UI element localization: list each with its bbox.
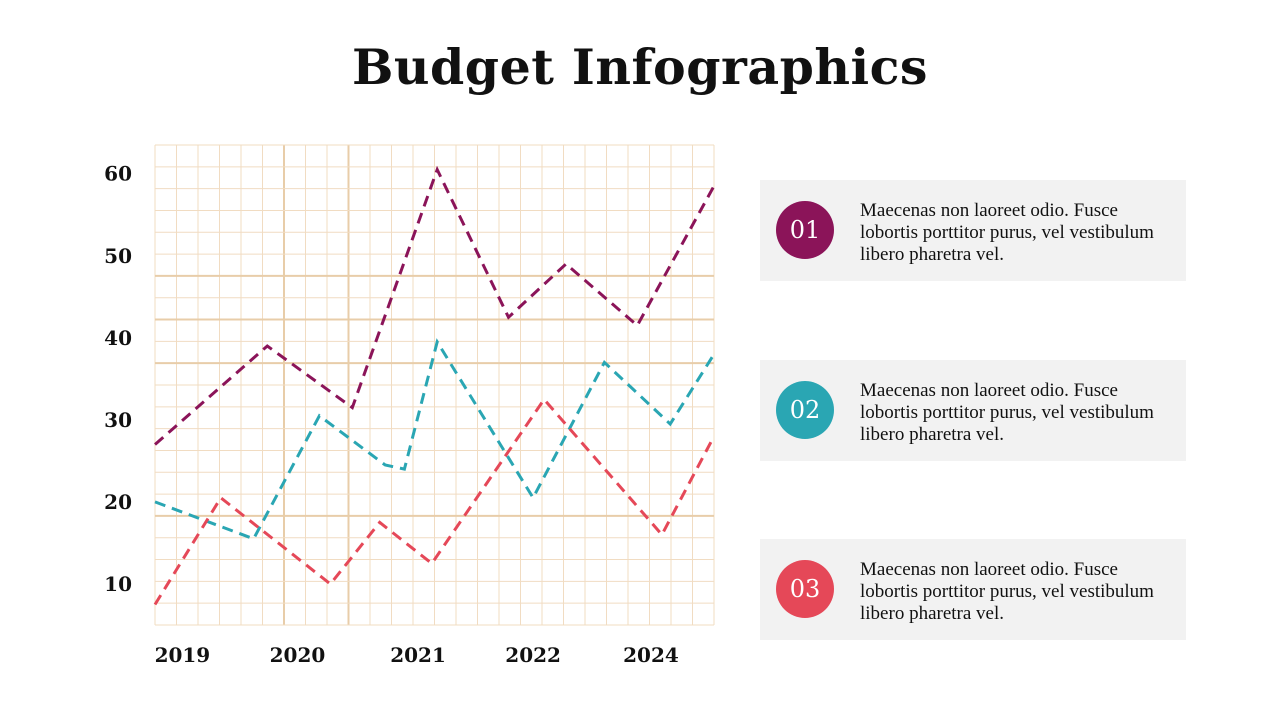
info-card-text-1: Maecenas non laoreet odio. Fusce loborti… [860,200,1154,265]
info-card-text-3: Maecenas non laoreet odio. Fusce loborti… [860,559,1154,624]
page-title: Budget Infographics [352,38,928,96]
y-tick-label: 30 [104,408,132,432]
x-tick-label: 2021 [390,643,446,667]
x-tick-label: 2022 [505,643,561,667]
y-tick-label: 60 [104,162,132,186]
x-tick-label: 2020 [270,643,326,667]
x-tick-label: 2019 [155,643,211,667]
info-card-text-2: Maecenas non laoreet odio. Fusce loborti… [860,380,1154,445]
y-tick-label: 20 [104,490,132,514]
y-tick-label: 10 [104,572,132,596]
info-card-2: 02 Maecenas non laoreet odio. Fusce lobo… [760,360,1186,461]
number-badge-2: 02 [776,381,834,439]
y-tick-label: 40 [104,326,132,350]
number-badge-3: 03 [776,560,834,618]
y-tick-label: 50 [104,244,132,268]
x-tick-label: 2024 [623,643,679,667]
number-badge-1: 01 [776,201,834,259]
info-card-3: 03 Maecenas non laoreet odio. Fusce lobo… [760,539,1186,640]
series-line-03 [153,396,716,606]
info-card-1: 01 Maecenas non laoreet odio. Fusce lobo… [760,180,1186,281]
line-chart: 10 20 30 40 50 60 2019 2020 2021 2022 2024 [104,144,716,667]
series-line-01 [154,165,716,446]
